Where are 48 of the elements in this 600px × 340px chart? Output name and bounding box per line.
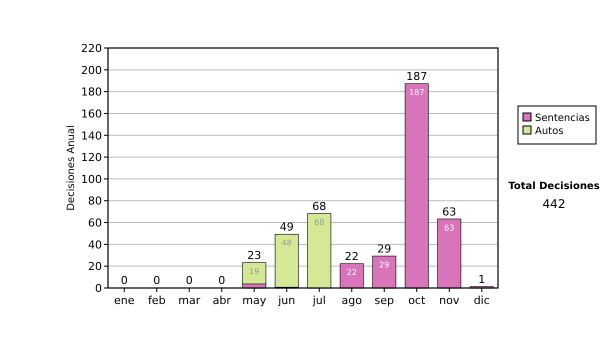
y-tick-label: 120 bbox=[81, 151, 102, 164]
legend-label: Autos bbox=[535, 126, 564, 137]
total-label: 0 bbox=[153, 274, 160, 287]
x-tick-label: jun bbox=[277, 294, 296, 307]
data-label: 187 bbox=[409, 88, 424, 97]
x-tick-label: feb bbox=[148, 294, 166, 307]
data-label: 22 bbox=[346, 268, 357, 277]
data-label: 68 bbox=[314, 218, 324, 227]
y-tick-label: 20 bbox=[88, 260, 102, 274]
y-tick-label: 200 bbox=[81, 64, 102, 77]
x-tick-label: dic bbox=[474, 294, 490, 307]
x-tick-label: sep bbox=[374, 294, 394, 307]
y-tick-label: 60 bbox=[88, 216, 102, 230]
total-label: 29 bbox=[377, 242, 392, 256]
data-label: 63 bbox=[444, 223, 454, 232]
y-tick-label: 140 bbox=[81, 129, 102, 142]
text: Total Decisiones bbox=[508, 181, 600, 192]
y-tick-label: 0 bbox=[95, 282, 102, 295]
total-label: 68 bbox=[312, 200, 326, 213]
x-tick-label: ene bbox=[114, 294, 135, 307]
x-tick-label: nov bbox=[439, 294, 460, 307]
total-label: 49 bbox=[280, 220, 294, 234]
x-tick-label: ago bbox=[342, 294, 362, 307]
total-label: 0 bbox=[218, 274, 226, 287]
total-label: 63 bbox=[442, 205, 456, 218]
text: 442 bbox=[542, 197, 566, 211]
y-tick-label: 220 bbox=[81, 42, 102, 55]
total-label: 0 bbox=[186, 274, 193, 287]
total-label: 23 bbox=[247, 248, 262, 262]
data-label: 19 bbox=[249, 266, 260, 276]
data-label: 48 bbox=[282, 238, 292, 248]
y-axis-title: Decisiones Anual bbox=[66, 125, 77, 211]
total-label: 0 bbox=[120, 274, 128, 287]
y-tick-label: 160 bbox=[81, 107, 102, 120]
x-tick-label: mar bbox=[178, 294, 201, 307]
y-tick-label: 100 bbox=[81, 172, 102, 186]
x-tick-label: may bbox=[242, 294, 267, 307]
legend-label: Sentencias bbox=[535, 113, 590, 124]
x-tick-label: oct bbox=[408, 294, 426, 307]
x-tick-label: abr bbox=[212, 294, 232, 307]
total-label: 1 bbox=[478, 272, 486, 286]
x-tick-label: jul bbox=[312, 294, 326, 307]
data-label: 29 bbox=[379, 260, 390, 270]
y-tick-label: 40 bbox=[88, 238, 102, 252]
y-tick-label: 80 bbox=[88, 194, 102, 208]
y-tick-label: 180 bbox=[81, 86, 102, 99]
total-label: 22 bbox=[344, 250, 359, 263]
total-label: 187 bbox=[406, 70, 428, 83]
